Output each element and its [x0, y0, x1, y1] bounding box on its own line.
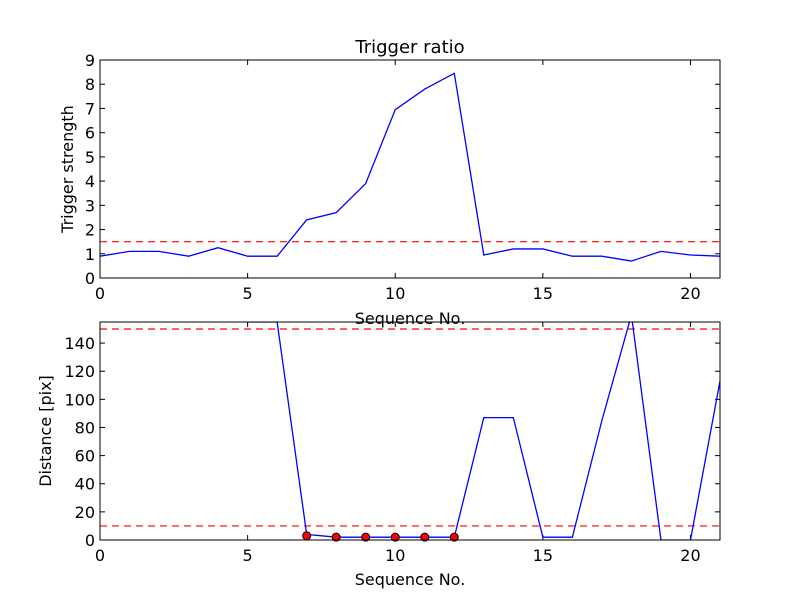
data-point-marker — [302, 531, 312, 541]
data-point-marker — [449, 532, 459, 542]
y-tick-label: 120 — [64, 362, 95, 381]
bottom-ticks: 0 5 10 15 20 0 20 40 60 80 100 120 140 — [64, 322, 720, 565]
series-line — [240, 322, 720, 540]
data-point-marker — [331, 532, 341, 542]
plot-frame — [99, 321, 721, 541]
y-tick-label: 9 — [85, 51, 95, 70]
y-tick-label: 4 — [85, 172, 95, 191]
x-tick-label: 20 — [680, 284, 700, 303]
chart-title: Trigger ratio — [354, 37, 464, 58]
x-tick-label: 0 — [95, 546, 105, 565]
y-tick-label: 5 — [85, 148, 95, 167]
y-tick-label: 60 — [75, 447, 95, 466]
y-tick-label: 40 — [75, 475, 95, 494]
x-tick-label: 15 — [533, 546, 553, 565]
x-tick-label: 5 — [243, 546, 253, 565]
x-axis-label: Sequence No. — [355, 309, 466, 328]
y-tick-label: 0 — [85, 531, 95, 550]
x-tick-label: 20 — [680, 546, 700, 565]
y-tick-label: 20 — [75, 503, 95, 522]
y-tick-label: 100 — [64, 390, 95, 409]
y-tick-label: 3 — [85, 196, 95, 215]
x-tick-label: 5 — [243, 284, 253, 303]
data-point-marker — [361, 532, 371, 542]
y-tick-label: 6 — [85, 124, 95, 143]
y-tick-label: 8 — [85, 75, 95, 94]
x-tick-label: 10 — [385, 284, 405, 303]
plot-frame — [99, 59, 721, 279]
y-axis-label: Trigger strength — [58, 105, 77, 234]
y-tick-label: 2 — [85, 221, 95, 240]
y-tick-label: 0 — [85, 269, 95, 288]
x-tick-label: 0 — [95, 284, 105, 303]
y-axis-label: Distance [pix] — [36, 375, 55, 487]
data-point-marker — [420, 532, 430, 542]
top-subplot: Trigger ratio 0 5 10 15 20 0 1 2 3 4 5 6 7 8 9 Sequenc… — [58, 37, 721, 328]
x-tick-label: 15 — [533, 284, 553, 303]
y-tick-label: 1 — [85, 245, 95, 264]
y-tick-label: 80 — [75, 418, 95, 437]
series-line — [100, 72, 720, 262]
x-tick-label: 10 — [385, 546, 405, 565]
data-point-marker — [390, 532, 400, 542]
x-axis-label: Sequence No. — [355, 570, 466, 589]
y-tick-label: 140 — [64, 334, 95, 353]
y-tick-label: 7 — [85, 99, 95, 118]
markers — [302, 531, 459, 542]
top-ticks: 0 5 10 15 20 0 1 2 3 4 5 6 7 8 9 — [85, 51, 720, 303]
